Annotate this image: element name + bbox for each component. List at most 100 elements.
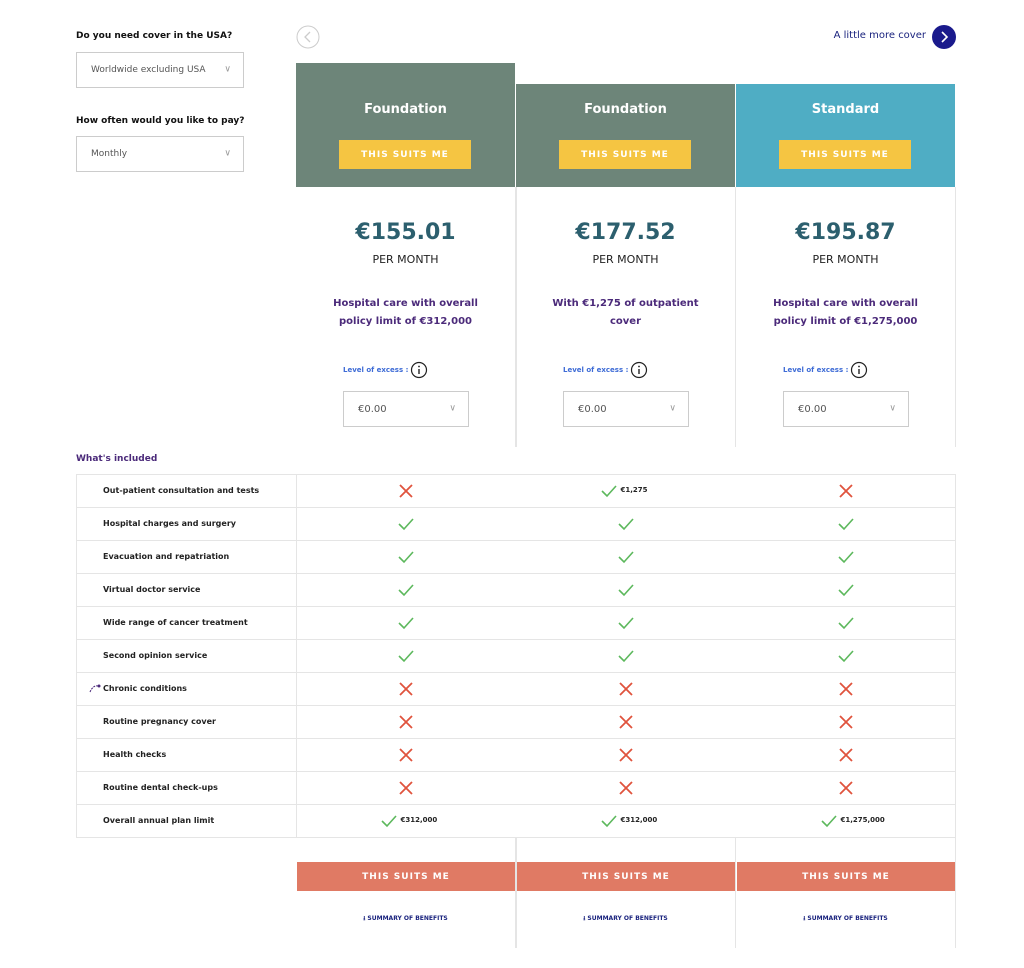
feature-name: Out-patient consultation and tests (103, 486, 260, 495)
check-icon (617, 517, 634, 530)
cross-icon (618, 747, 633, 762)
plan-name: Standard (811, 102, 880, 117)
bottom-select-button[interactable]: THIS SUITS ME (297, 862, 515, 891)
cross-icon (398, 714, 413, 729)
cross-icon (838, 483, 853, 498)
check-icon (397, 550, 414, 563)
prev-button[interactable] (296, 25, 320, 49)
feature-name: Health checks (103, 750, 167, 759)
check-icon (380, 814, 397, 827)
feature-name: Routine pregnancy cover (103, 717, 217, 726)
check-icon (617, 649, 634, 662)
plan-column-border (955, 187, 956, 447)
plan-price: €177.52 (575, 220, 676, 245)
plan-price: €155.01 (355, 220, 456, 245)
plan-name: Foundation (584, 102, 667, 117)
feature-name: Overall annual plan limit (103, 816, 215, 825)
check-icon (837, 649, 854, 662)
row-divider (76, 705, 956, 706)
select-plan-button[interactable]: THIS SUITS ME (339, 140, 471, 169)
cross-icon (398, 747, 413, 762)
check-icon (397, 517, 414, 530)
plan-period: PER MONTH (812, 253, 879, 266)
select-plan-button[interactable]: THIS SUITS ME (779, 140, 911, 169)
check-icon (837, 583, 854, 596)
row-divider (76, 639, 956, 640)
chevron: ∨ (669, 403, 676, 414)
cross-icon (838, 780, 853, 795)
plan-column-border (515, 838, 516, 948)
filter-select[interactable]: Monthly ∨ (76, 136, 244, 172)
plan-period: PER MONTH (592, 253, 659, 266)
bottom-select-button[interactable]: THIS SUITS ME (737, 862, 955, 891)
cross-icon (618, 681, 633, 696)
cross-icon (398, 780, 413, 795)
plan-column-border (735, 838, 736, 948)
row-divider (76, 738, 956, 739)
check-icon (837, 616, 854, 629)
row-divider (76, 606, 956, 607)
chevron: ∨ (889, 403, 896, 414)
included-title: What's included (76, 454, 158, 464)
row-divider (76, 804, 956, 805)
plan-column-border (955, 838, 956, 948)
excess-label: Level of excess : (563, 366, 629, 374)
select-plan-button[interactable]: THIS SUITS ME (559, 140, 691, 169)
feature-name: Second opinion service (103, 651, 208, 660)
row-divider (76, 771, 956, 772)
plan-column-border (516, 838, 517, 948)
excess-select[interactable]: €0.00 ∨ (563, 391, 689, 427)
filter-select[interactable]: Worldwide excluding USA ∨ (76, 52, 244, 88)
filter-label: Do you need cover in the USA? (76, 31, 233, 41)
cross-icon (398, 483, 413, 498)
next-label[interactable]: A little more cover (833, 30, 926, 41)
select-value: €0.00 (358, 403, 387, 415)
cross-icon (838, 681, 853, 696)
plan-description: With €1,275 of outpatient cover (552, 298, 699, 327)
bottom-select-button[interactable]: THIS SUITS ME (517, 862, 735, 891)
info-icon[interactable] (410, 361, 428, 379)
feature-note: €312,000 (400, 815, 438, 824)
row-divider (76, 672, 956, 673)
chevron: ∨ (224, 148, 231, 159)
plan-period: PER MONTH (372, 253, 439, 266)
summary-link[interactable]: ⭳ SUMMARY OF BENEFITS (583, 915, 668, 922)
feature-note: €1,275 (620, 485, 648, 494)
check-icon (397, 616, 414, 629)
cross-icon (838, 747, 853, 762)
table-divider (296, 474, 297, 837)
info-icon[interactable] (850, 361, 868, 379)
select-value: Worldwide excluding USA (91, 65, 206, 75)
excess-select[interactable]: €0.00 ∨ (783, 391, 909, 427)
check-icon (837, 550, 854, 563)
next-button[interactable] (932, 25, 956, 49)
feature-name: Evacuation and repatriation (103, 552, 230, 561)
plan-column-border (515, 187, 516, 447)
plan-header (736, 84, 955, 187)
chevron: ∨ (224, 64, 231, 75)
row-divider (76, 540, 956, 541)
info-icon[interactable] (630, 361, 648, 379)
excess-label: Level of excess : (783, 366, 849, 374)
excess-select[interactable]: €0.00 ∨ (343, 391, 469, 427)
plan-price: €195.87 (795, 220, 896, 245)
select-value: Monthly (91, 149, 128, 159)
excess-label: Level of excess : (343, 366, 409, 374)
feature-name: Wide range of cancer treatment (103, 618, 248, 627)
summary-link[interactable]: ⭳ SUMMARY OF BENEFITS (803, 915, 888, 922)
cross-icon (398, 681, 413, 696)
chevron: ∨ (449, 403, 456, 414)
plan-column-border (516, 187, 517, 447)
table-border (76, 474, 956, 838)
check-icon (600, 484, 617, 497)
feature-name: Hospital charges and surgery (103, 519, 236, 528)
check-icon (837, 517, 854, 530)
check-icon (617, 583, 634, 596)
plan-description: Hospital care with overall policy limit … (333, 298, 478, 327)
plan-column-border (735, 187, 736, 447)
summary-link[interactable]: ⭳ SUMMARY OF BENEFITS (363, 915, 448, 922)
feature-name: Routine dental check-ups (103, 783, 218, 792)
feature-note: €1,275,000 (840, 815, 885, 824)
cross-icon (618, 780, 633, 795)
